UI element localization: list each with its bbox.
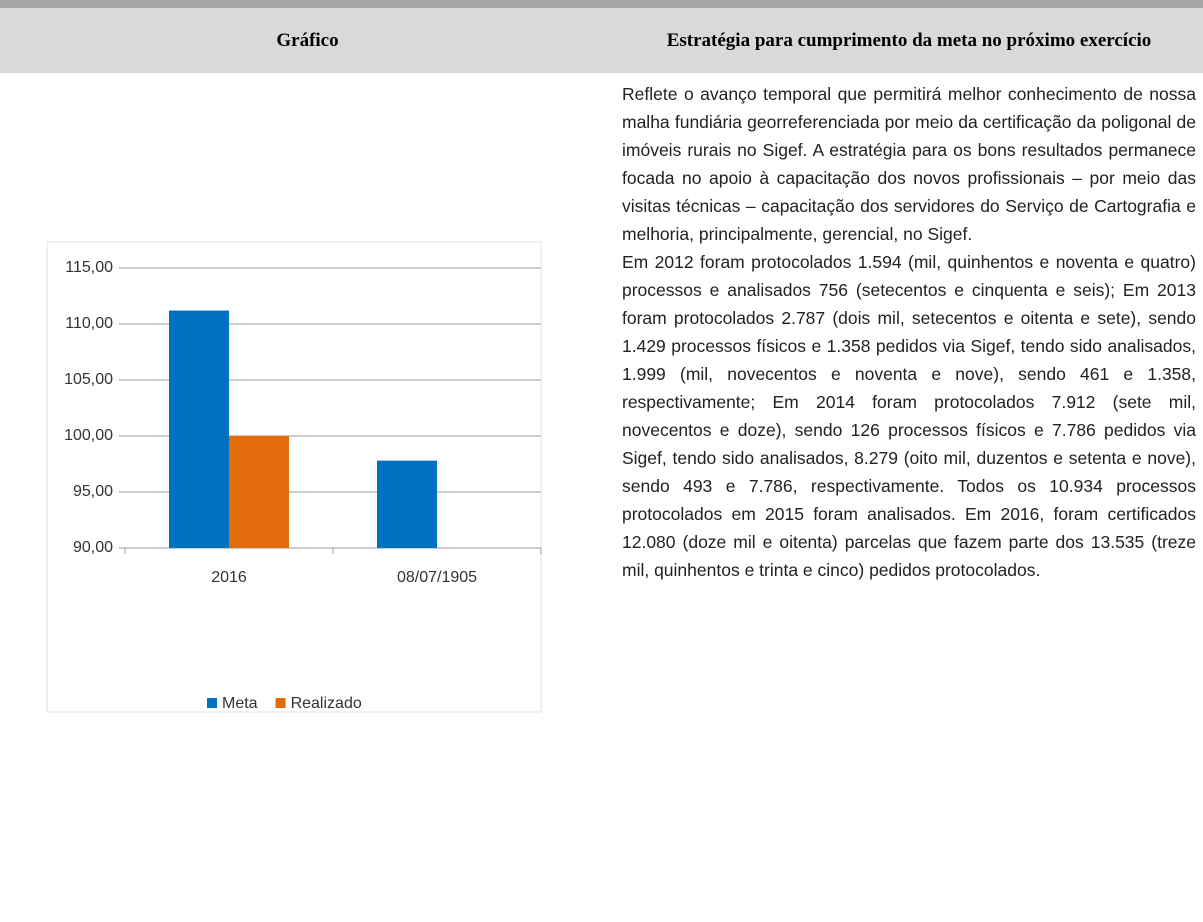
header-left: Gráfico <box>0 8 615 73</box>
y-tick-label: 115,00 <box>65 259 113 276</box>
x-tick-label: 08/07/1905 <box>397 569 477 586</box>
top-band <box>0 0 1203 8</box>
paragraph: Em 2012 foram protocolados 1.594 (mil, q… <box>622 252 1196 580</box>
chart-frame <box>46 241 542 713</box>
bar <box>229 436 289 548</box>
legend-label: Realizado <box>291 695 362 712</box>
chart: 90,00 95,00 100,00 105,00 110,00 115,00 2016 08… <box>46 241 542 713</box>
legend-label: Meta <box>222 695 258 712</box>
y-tick-label: 100,00 <box>64 427 113 444</box>
y-tick-label: 105,00 <box>64 371 113 388</box>
y-tick-label: 110,00 <box>65 315 113 332</box>
x-tick-label: 2016 <box>211 569 247 586</box>
header-right: Estratégia para cumprimento da meta no p… <box>615 8 1203 73</box>
legend-swatch <box>275 698 286 708</box>
y-tick-label: 90,00 <box>73 539 113 556</box>
bar <box>377 460 437 548</box>
bar <box>169 310 229 548</box>
paragraph: Reflete o avanço temporal que permitirá … <box>622 84 1196 244</box>
legend-swatch <box>207 698 217 708</box>
text-body: Reflete o avanço temporal que permitirá … <box>622 80 1196 922</box>
y-tick-label: 95,00 <box>73 483 113 500</box>
